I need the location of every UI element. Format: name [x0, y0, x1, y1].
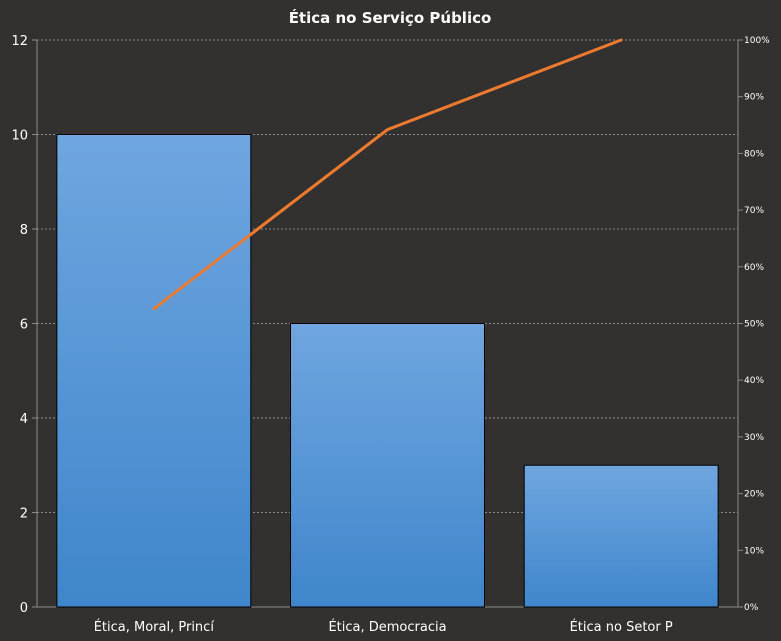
- y2-tick-label: 80%: [744, 149, 764, 159]
- y2-tick-label: 60%: [744, 263, 764, 273]
- y2-tick-label: 40%: [744, 376, 764, 386]
- y2-tick-label: 20%: [744, 490, 764, 500]
- y-tick-label: 10: [11, 129, 28, 144]
- x-tick-label: Ética, Democracia: [328, 619, 446, 635]
- y2-tick-label: 10%: [744, 546, 764, 556]
- bars: [56, 134, 719, 608]
- x-tick-label: Ética no Setor P: [570, 619, 673, 635]
- y2-tick-label: 0%: [744, 603, 759, 613]
- bar: [523, 464, 719, 608]
- line-point: [619, 38, 623, 42]
- y2-tick-label: 70%: [744, 206, 764, 216]
- y2-tick-label: 30%: [744, 433, 764, 443]
- line-point: [152, 307, 156, 310]
- y-tick-label: 0: [20, 601, 28, 616]
- y-tick-label: 4: [20, 412, 28, 427]
- bar: [290, 323, 485, 608]
- axis-labels: 0 2 4 6 8 10 12 0% 10% 20% 30% 40% 50% 60% 70% 80% 90% 10…: [11, 34, 770, 635]
- chart-title: Ética no Serviço Público: [289, 8, 492, 27]
- y2-tick-label: 90%: [744, 93, 764, 103]
- y-tick-label: 6: [20, 318, 28, 333]
- bar: [56, 134, 252, 608]
- y2-tick-label: 50%: [744, 320, 764, 330]
- y2-tick-label: 100%: [744, 36, 770, 46]
- y-tick-label: 12: [11, 34, 28, 49]
- x-tick-label: Ética, Moral, Princí: [94, 619, 215, 635]
- cumulative-line: [152, 38, 623, 311]
- y-tick-label: 8: [20, 223, 28, 238]
- y-tick-label: 2: [20, 507, 28, 522]
- line-point: [386, 128, 389, 131]
